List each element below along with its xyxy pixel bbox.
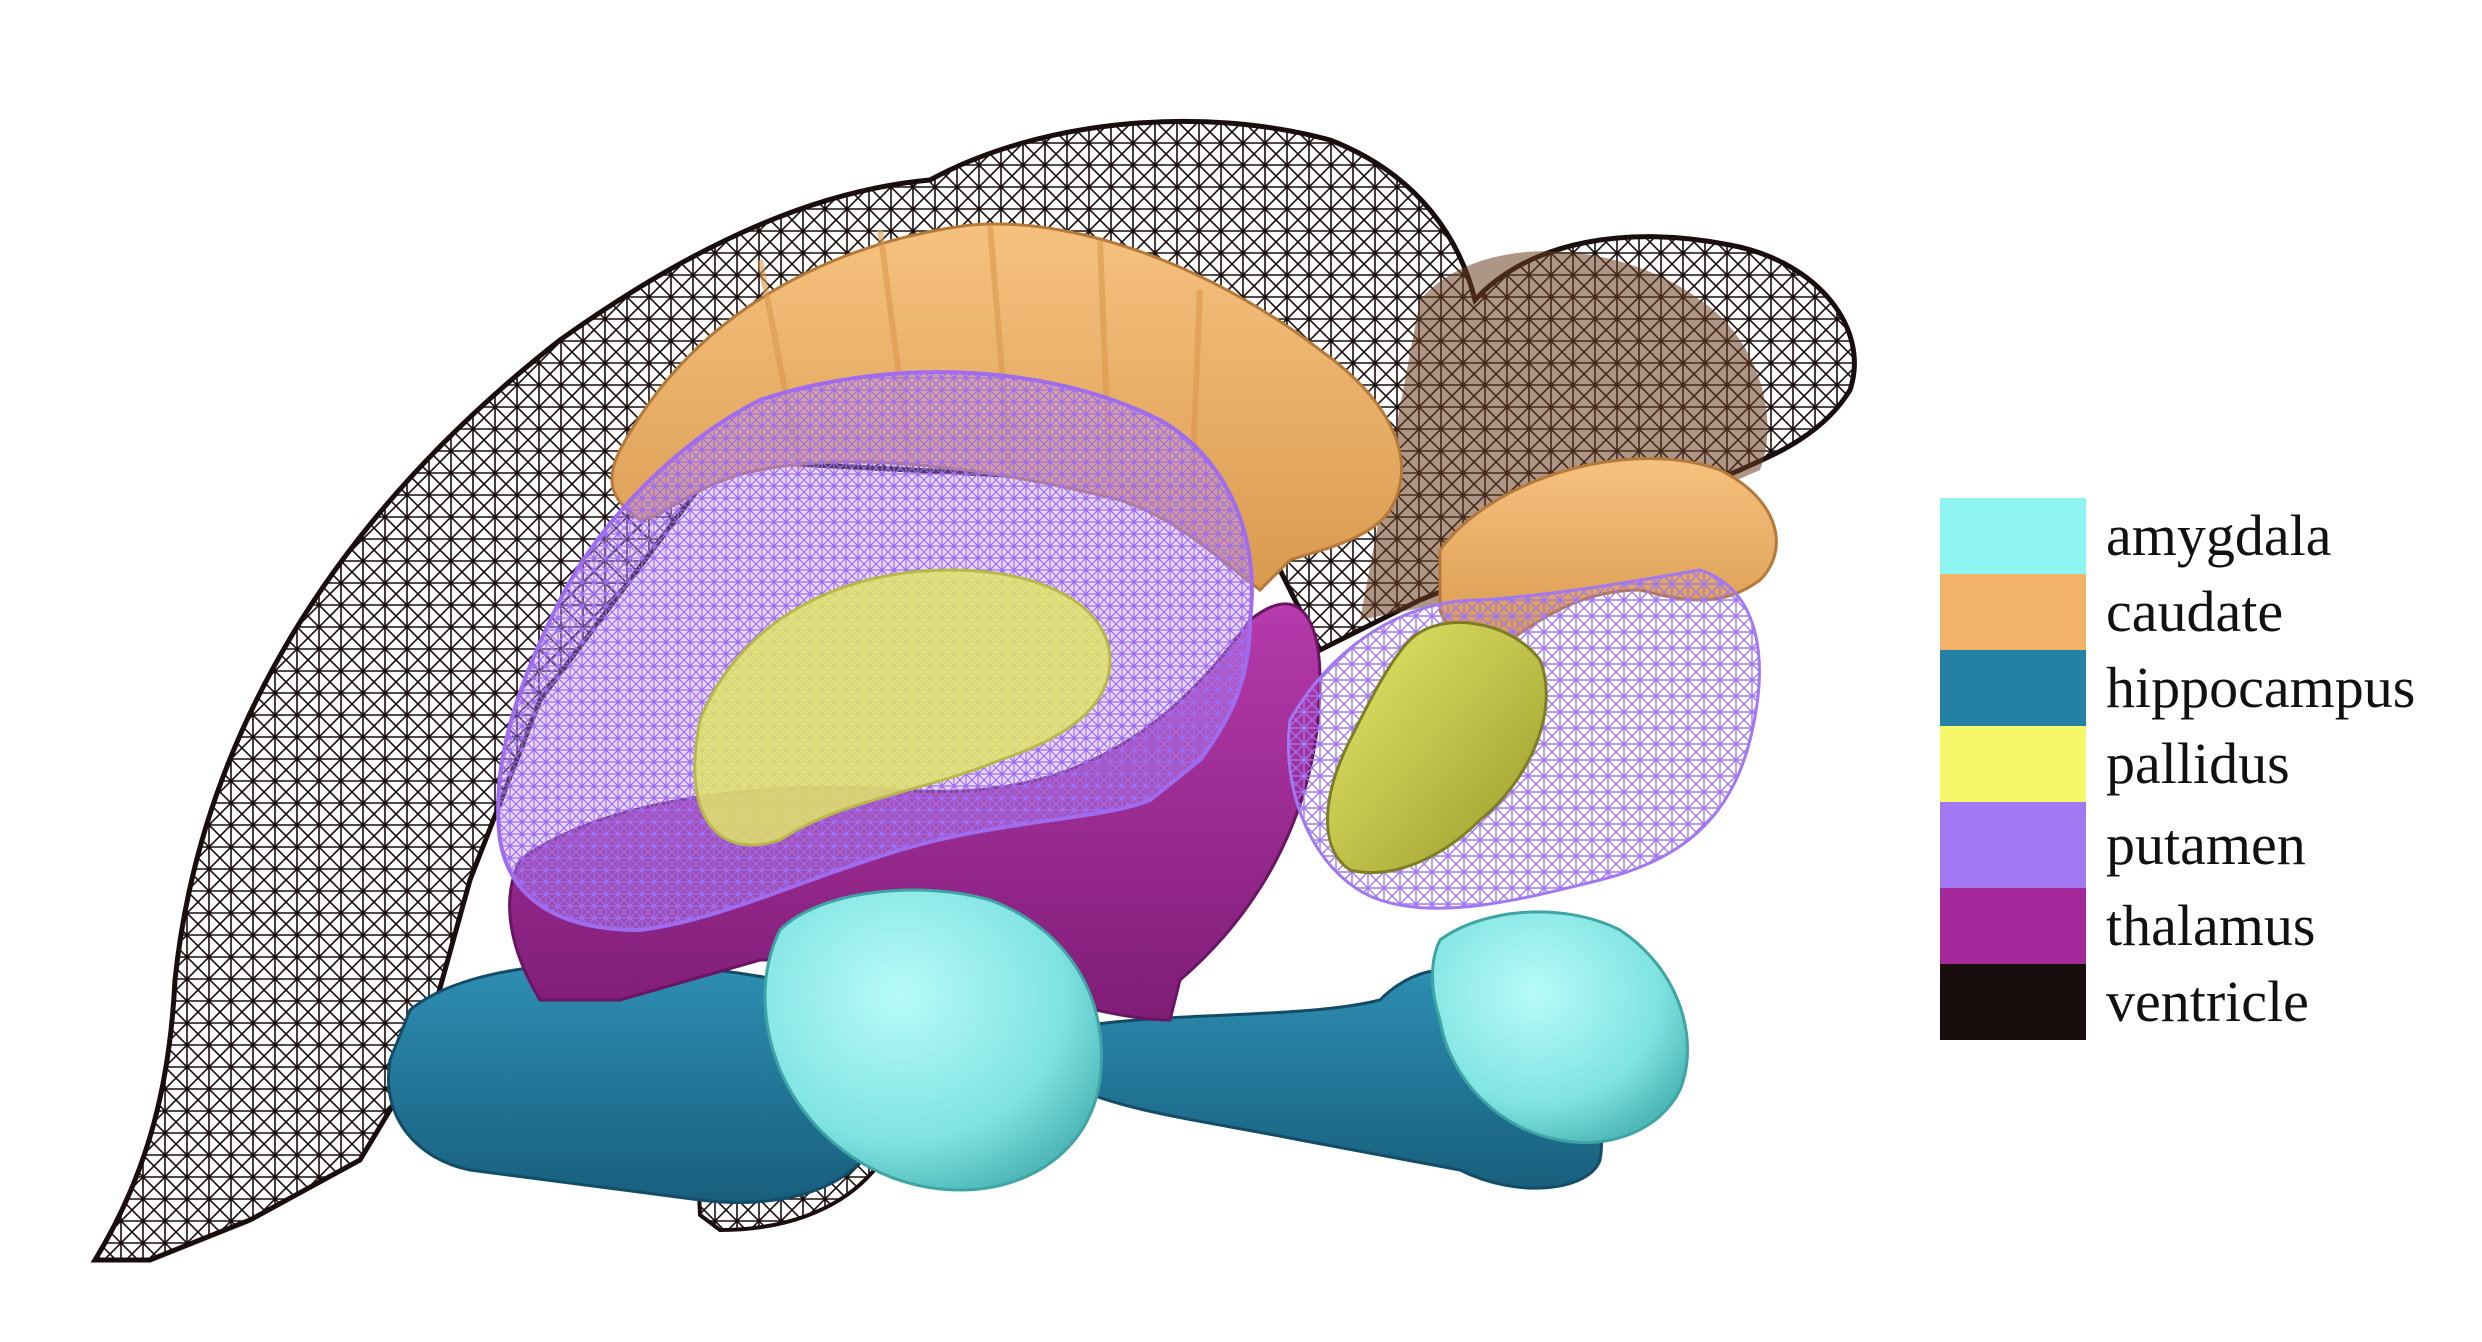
legend-label-putamen: putamen [2106, 812, 2306, 877]
amygdala-left [763, 888, 1103, 1192]
legend-item-amygdala: amygdala [1940, 498, 2415, 574]
legend-item-putamen: putamen [1940, 802, 2415, 888]
legend-item-pallidus: pallidus [1940, 726, 2415, 802]
legend-label-ventricle: ventricle [2106, 969, 2309, 1034]
legend: amygdala caudate hippocampus pallidus pu… [1940, 498, 2415, 1040]
swatch-putamen [1940, 802, 2086, 888]
legend-item-hippocampus: hippocampus [1940, 650, 2415, 726]
legend-label-thalamus: thalamus [2106, 893, 2316, 958]
pallidus-left [693, 568, 1112, 847]
swatch-hippocampus [1940, 650, 2086, 726]
legend-label-caudate: caudate [2106, 579, 2284, 644]
legend-item-thalamus: thalamus [1940, 888, 2415, 964]
pallidus-right [1326, 621, 1548, 875]
legend-item-ventricle: ventricle [1940, 964, 2415, 1040]
legend-item-caudate: caudate [1940, 574, 2415, 650]
amygdala-right [1431, 910, 1689, 1145]
swatch-pallidus [1940, 726, 2086, 802]
swatch-caudate [1940, 574, 2086, 650]
legend-label-amygdala: amygdala [2106, 503, 2332, 568]
legend-label-pallidus: pallidus [2106, 731, 2290, 796]
swatch-ventricle [1940, 964, 2086, 1040]
legend-label-hippocampus: hippocampus [2106, 655, 2416, 720]
swatch-thalamus [1940, 888, 2086, 964]
swatch-amygdala [1940, 498, 2086, 574]
